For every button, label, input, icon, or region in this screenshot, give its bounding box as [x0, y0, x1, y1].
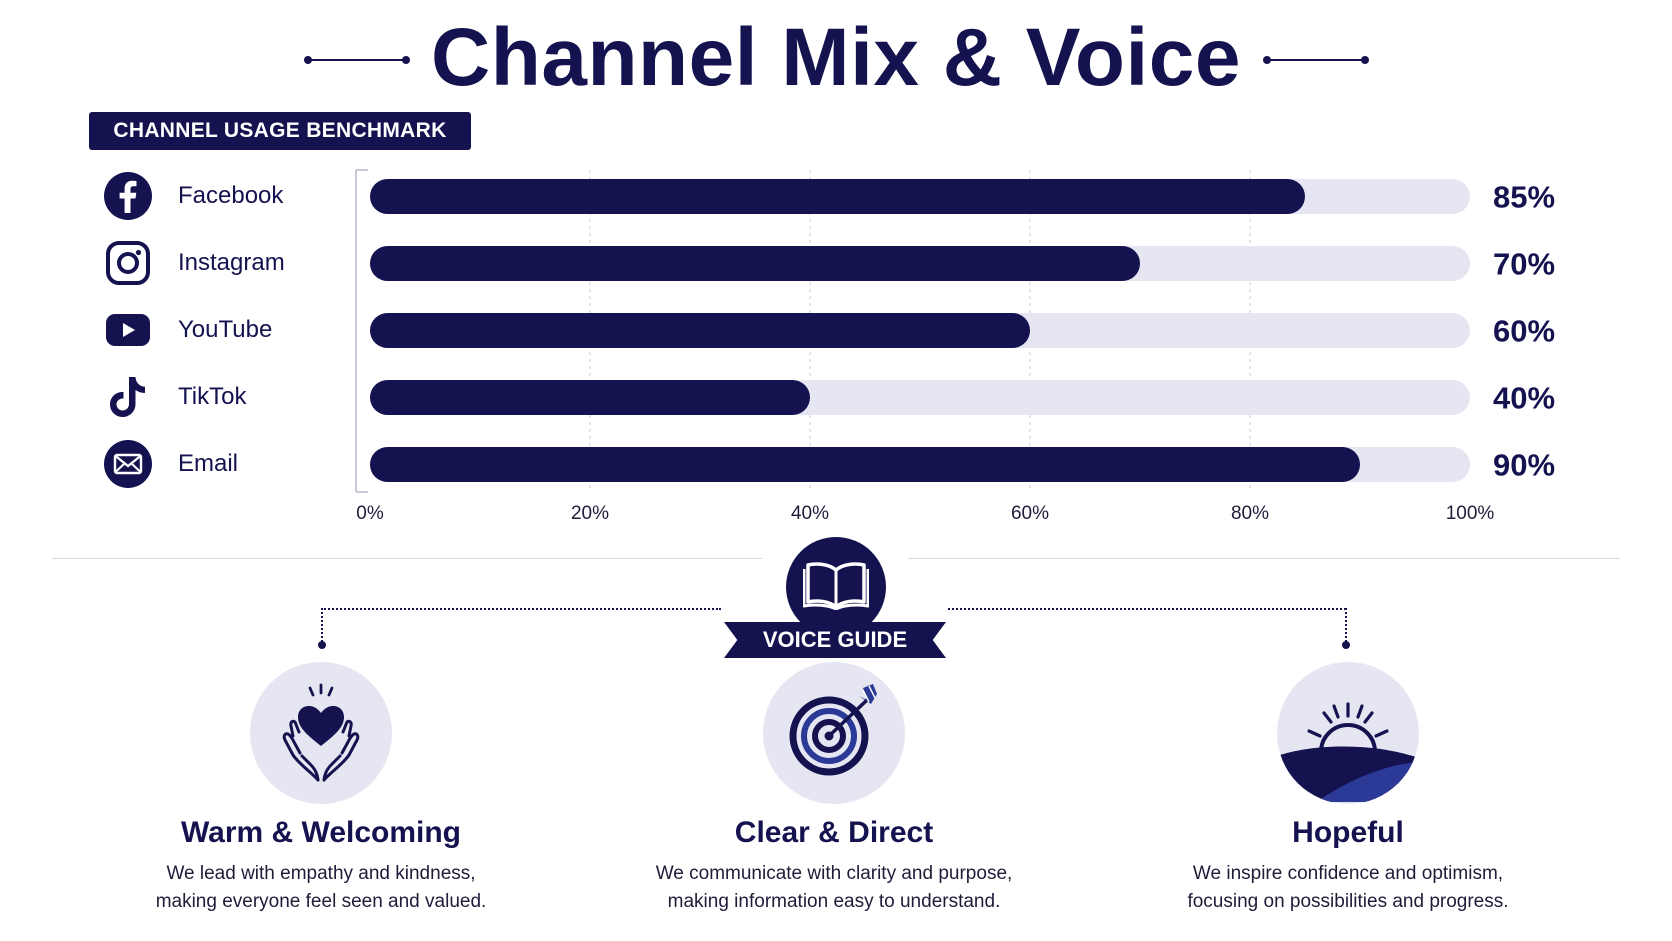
bar-value-label: 85%	[1493, 180, 1555, 215]
connector-right-dot	[1342, 641, 1350, 649]
trait-icon-circle	[1277, 662, 1419, 804]
voice-guide-ribbon: VOICE GUIDE	[724, 622, 946, 658]
tick-labels: 0% 20% 40% 60% 80% 100%	[356, 503, 1494, 524]
x-tick-label: 20%	[571, 503, 609, 524]
page-title: Channel Mix & Voice	[431, 12, 1241, 103]
trait-description-line: making everyone feel seen and valued.	[155, 891, 487, 912]
bar	[370, 313, 1030, 348]
connector-right-drop	[1345, 608, 1347, 642]
channel-label: Email	[178, 450, 239, 477]
tiktok-icon	[100, 369, 156, 425]
connector-left-dot	[318, 641, 326, 649]
x-tick-label: 40%	[791, 503, 829, 524]
title-decoration-right	[1263, 56, 1369, 64]
bar-value-label: 90%	[1493, 448, 1555, 483]
channel-label: YouTube	[178, 316, 273, 343]
channel-row-instagram: Instagram	[100, 235, 285, 291]
channel-row-tiktok: TikTok	[100, 369, 246, 425]
heart-hands-icon	[266, 676, 376, 791]
trait-icon-circle	[250, 662, 392, 804]
trait-description-line: making information easy to understand.	[667, 891, 1001, 912]
instagram-icon	[100, 235, 156, 291]
channel-row-email: Email	[100, 436, 238, 492]
bar	[370, 380, 810, 415]
bar	[370, 447, 1360, 482]
trait-description-line: focusing on possibilities and progress.	[1187, 891, 1509, 912]
bar-value-label: 60%	[1493, 314, 1555, 349]
trait-description: We inspire confidence and optimism, focu…	[1088, 860, 1608, 916]
channel-row-youtube: YouTube	[100, 302, 272, 358]
x-tick-label: 100%	[1446, 503, 1495, 524]
trait-description-line: We inspire confidence and optimism,	[1192, 863, 1504, 884]
trait-description-line: We communicate with clarity and purpose,	[655, 863, 1013, 884]
trait-hopeful: Hopeful We inspire confidence and optimi…	[1088, 662, 1608, 916]
email-icon	[100, 436, 156, 492]
x-tick-label: 0%	[356, 503, 384, 524]
connector-right	[948, 608, 1346, 610]
trait-description: We lead with empathy and kindness, makin…	[61, 860, 581, 916]
title-area: Channel Mix & Voice	[0, 8, 1672, 108]
trait-title: Warm & Welcoming	[180, 816, 462, 849]
bar-value-label: 70%	[1493, 247, 1555, 282]
section-badge: CHANNEL USAGE BENCHMARK	[89, 112, 471, 150]
channel-label: TikTok	[178, 383, 247, 410]
x-tick-label: 60%	[1011, 503, 1049, 524]
channel-label: Facebook	[178, 182, 284, 209]
channel-row-facebook: Facebook	[100, 168, 283, 224]
youtube-icon	[100, 302, 156, 358]
bar	[370, 179, 1305, 214]
x-tick-label: 80%	[1231, 503, 1269, 524]
connector-left	[321, 608, 721, 610]
connector-left-drop	[321, 608, 323, 642]
channel-usage-chart: 85% 70% 60% 40% 90% 0% 20% 40% 60% 80% 100%	[355, 169, 1555, 524]
trait-clear-direct: Clear & Direct We communicate with clari…	[574, 662, 1094, 916]
trait-icon-circle	[763, 662, 905, 804]
trait-warm-welcoming: Warm & Welcoming We lead with empathy an…	[61, 662, 581, 916]
value-labels: 85% 70% 60% 40% 90%	[1493, 180, 1555, 483]
section-divider-left	[52, 558, 762, 559]
bars	[370, 179, 1470, 482]
facebook-icon	[100, 168, 156, 224]
trait-description: We communicate with clarity and purpose,…	[574, 860, 1094, 916]
voice-guide-emblem	[786, 537, 886, 637]
title-decoration-left	[304, 56, 410, 64]
target-arrow-icon	[779, 676, 889, 791]
open-book-icon	[802, 560, 870, 615]
section-divider-right	[908, 558, 1620, 559]
trait-title: Clear & Direct	[734, 816, 934, 849]
trait-description-line: We lead with empathy and kindness,	[166, 863, 476, 884]
bar	[370, 246, 1140, 281]
trait-title: Hopeful	[1292, 816, 1404, 849]
channel-label: Instagram	[178, 249, 285, 276]
sunrise-icon	[1277, 662, 1419, 804]
bar-value-label: 40%	[1493, 381, 1555, 416]
